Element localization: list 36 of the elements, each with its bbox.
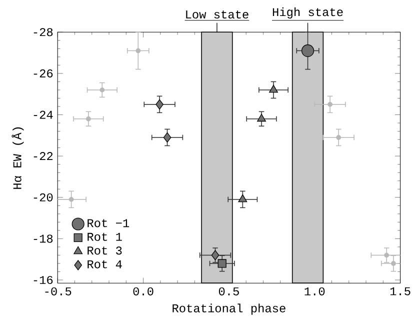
y-tick-label: -16 bbox=[34, 276, 53, 284]
point bbox=[257, 114, 266, 122]
band-label: High state bbox=[272, 8, 343, 19]
x-tick-label: 0.0 bbox=[133, 287, 154, 296]
point bbox=[156, 99, 164, 110]
y-axis-title: Hα EW (Å) bbox=[12, 128, 24, 189]
point bbox=[136, 48, 141, 54]
point bbox=[163, 132, 172, 143]
point bbox=[301, 44, 314, 58]
point bbox=[68, 197, 74, 202]
point bbox=[211, 250, 220, 260]
x-axis-title: Rotational phase bbox=[172, 304, 286, 315]
y-tick-label: -22 bbox=[34, 152, 53, 160]
x-tick-label: 1.5 bbox=[390, 287, 410, 296]
point bbox=[100, 88, 105, 93]
point bbox=[86, 116, 91, 122]
y-tick-label: -24 bbox=[34, 110, 53, 119]
band-label: Low state bbox=[186, 10, 248, 19]
x-tick-label: -0.5 bbox=[45, 287, 72, 296]
legend-label: Rot 4 bbox=[88, 260, 122, 268]
y-tick-label: -28 bbox=[34, 28, 53, 36]
point bbox=[328, 102, 332, 107]
point bbox=[238, 194, 248, 202]
legend-label: Rot 3 bbox=[88, 246, 122, 255]
x-tick-label: 0.5 bbox=[218, 287, 239, 296]
point bbox=[390, 261, 396, 266]
point bbox=[336, 135, 342, 140]
legend-label: Rot 1 bbox=[88, 232, 122, 242]
y-tick-label: -18 bbox=[34, 234, 53, 243]
point bbox=[269, 84, 278, 93]
point bbox=[218, 259, 226, 268]
y-tick-label: -20 bbox=[34, 193, 53, 202]
point bbox=[384, 252, 390, 258]
legend-label: Rot −1 bbox=[88, 219, 130, 228]
x-tick-label: 1.0 bbox=[304, 287, 325, 296]
y-tick-label: -26 bbox=[34, 69, 53, 78]
